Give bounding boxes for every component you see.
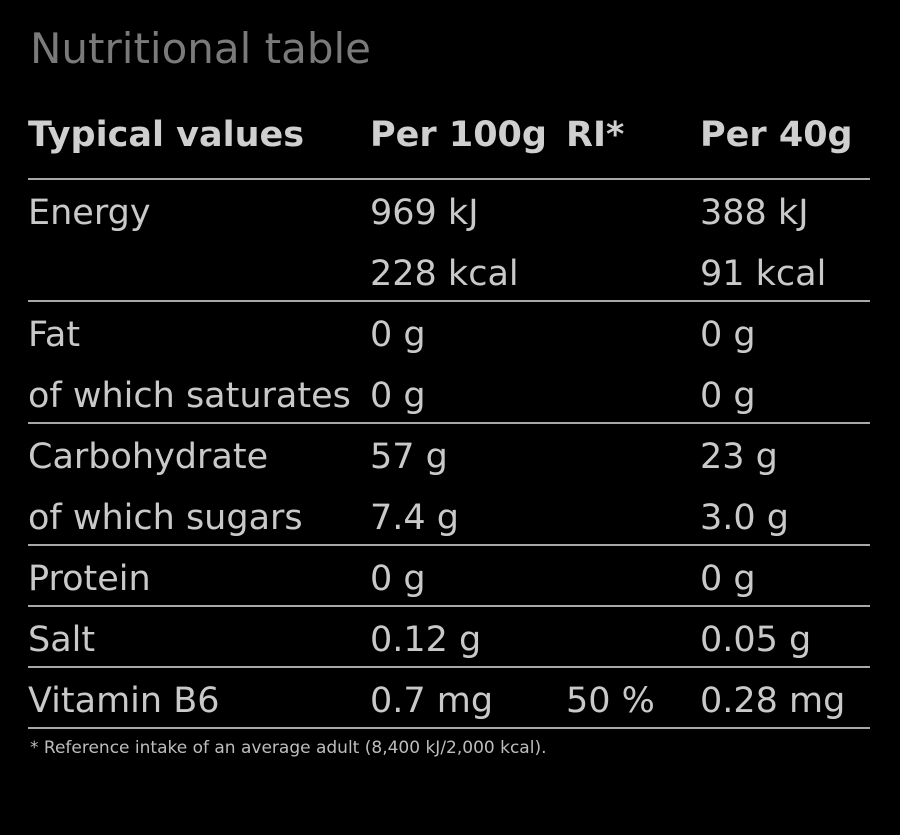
cell: 0 g [370,315,426,355]
cell: 0.05 g [700,620,812,660]
cell: Protein [28,559,151,599]
cell: Carbohydrate [28,437,269,477]
divider [28,605,870,607]
cell: 7.4 g [370,498,460,538]
header-cell: Per 100g [370,115,547,155]
header-cell: Typical values [28,115,305,155]
cell: 0 g [700,315,756,355]
cell: 0.12 g [370,620,482,660]
cell: 0.7 mg [370,681,494,721]
divider [28,666,870,668]
cell: 0 g [370,376,426,416]
cell: Energy [28,193,151,233]
cell: 57 g [370,437,448,477]
cell: 0.28 mg [700,681,846,721]
divider [28,727,870,729]
divider [28,300,870,302]
divider [28,544,870,546]
footnote: * Reference intake of an average adult (… [30,738,547,758]
cell: 0 g [700,376,756,416]
cell: Vitamin B6 [28,681,220,721]
cell: 388 kJ [700,193,809,233]
cell: 3.0 g [700,498,790,538]
cell: of which saturates [28,376,351,416]
header-cell: RI* [566,115,625,155]
cell: 0 g [700,559,756,599]
cell: of which sugars [28,498,303,538]
cell: Fat [28,315,81,355]
cell: 0 g [370,559,426,599]
cell: 91 kcal [700,254,827,294]
cell: Salt [28,620,96,660]
divider [28,178,870,180]
title: Nutritional table [30,24,372,73]
divider [28,422,870,424]
header-cell: Per 40g [700,115,853,155]
cell: 228 kcal [370,254,519,294]
cell: 969 kJ [370,193,479,233]
cell: 23 g [700,437,778,477]
cell: 50 % [566,681,655,721]
